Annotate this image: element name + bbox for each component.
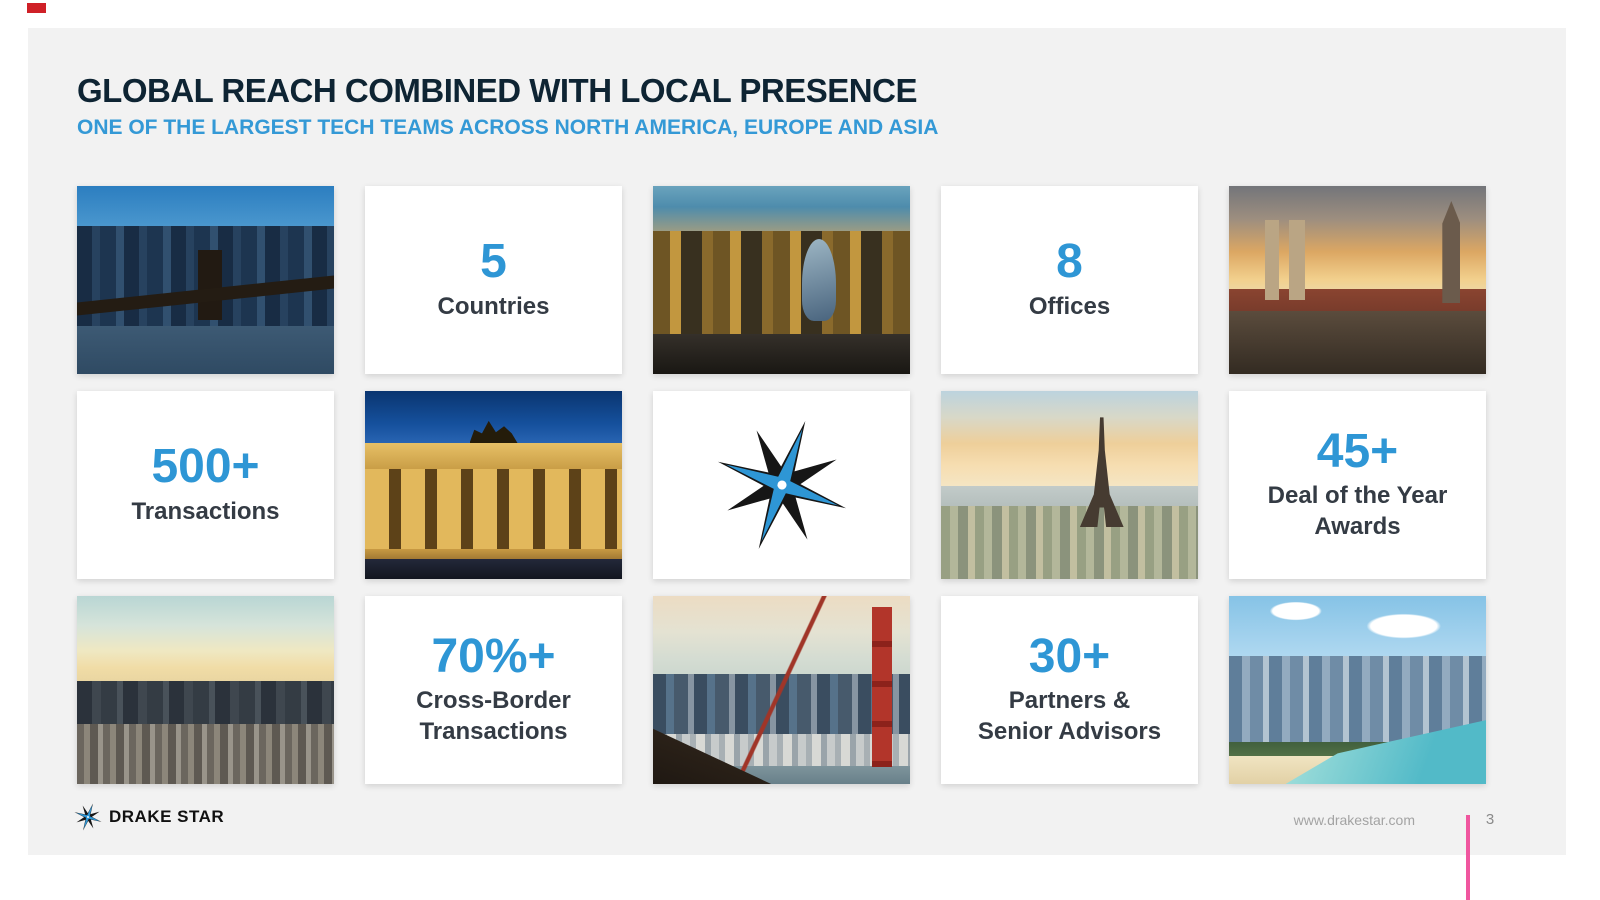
drake-star-logo-card (653, 391, 910, 579)
stat-label-cross-border: Cross-Border Transactions (416, 687, 571, 746)
photo-san-francisco-golden-gate (653, 596, 910, 784)
stat-label-transactions: Transactions (131, 497, 280, 525)
stat-card-partners: 30+ Partners & Senior Advisors (941, 596, 1198, 784)
stat-card-awards: 45+ Deal of the Year Awards (1229, 391, 1486, 579)
stat-card-offices: 8 Offices (941, 186, 1198, 374)
stat-label-awards: Deal of the Year Awards (1267, 482, 1448, 541)
stat-card-cross-border: 70%+ Cross-Border Transactions (365, 596, 622, 784)
stat-label-partners: Partners & Senior Advisors (977, 687, 1162, 746)
stat-label-offices: Offices (1028, 292, 1111, 320)
red-marker-artifact (27, 3, 46, 13)
stat-value-partners: 30+ (1028, 630, 1111, 684)
drake-star-compass-icon-small (74, 803, 102, 831)
photo-los-angeles-skyline (77, 596, 334, 784)
footer-pink-divider (1466, 815, 1470, 900)
drake-star-footer-logo: DRAKE STAR (73, 800, 224, 834)
stat-value-offices: 8 (1056, 235, 1083, 289)
photo-paris-eiffel-tower (941, 391, 1198, 579)
stat-card-countries: 5 Countries (365, 186, 622, 374)
stat-label-countries: Countries (437, 292, 550, 320)
stat-value-transactions: 500+ (151, 440, 260, 494)
stat-card-transactions: 500+ Transactions (77, 391, 334, 579)
stat-value-countries: 5 (480, 235, 507, 289)
stat-value-cross-border: 70%+ (431, 630, 556, 684)
slide-subtitle: ONE OF THE LARGEST TECH TEAMS ACROSS NOR… (77, 116, 939, 139)
slide-title: GLOBAL REACH COMBINED WITH LOCAL PRESENC… (77, 72, 917, 109)
stat-value-awards: 45+ (1316, 425, 1399, 479)
photo-munich-skyline (1229, 186, 1486, 374)
photo-brandenburg-gate-berlin (365, 391, 622, 579)
stats-photo-grid: 5 Countries 8 Offices 500+ Transactions … (77, 186, 1486, 784)
photo-new-york-brooklyn-bridge (77, 186, 334, 374)
drake-star-compass-icon (717, 420, 846, 550)
photo-dubai-beach-skyline (1229, 596, 1486, 784)
footer-website-text: www.drakestar.com (1293, 812, 1415, 828)
photo-london-skyline (653, 186, 910, 374)
footer-logo-text: DRAKE STAR (109, 807, 225, 826)
page-number: 3 (1485, 811, 1495, 828)
